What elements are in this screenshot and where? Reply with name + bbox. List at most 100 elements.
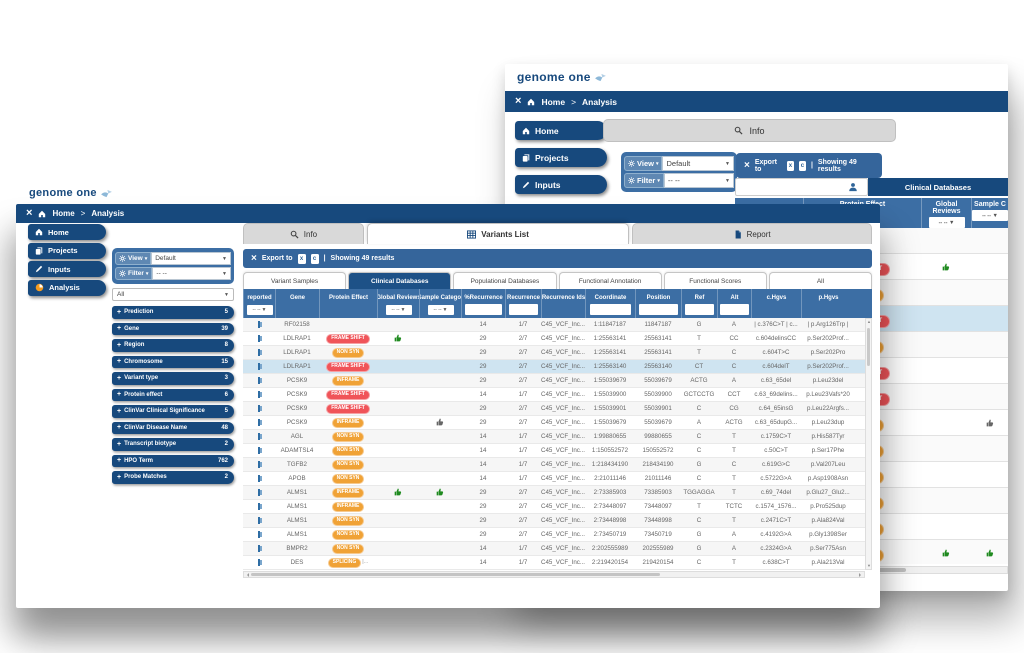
export-xls-icon[interactable]: x (786, 160, 794, 171)
table-row[interactable]: BMPR2 NON SYN 14 1/7 C45_VCF_Inc... 2:2025559… (243, 542, 865, 556)
reported-icon[interactable] (258, 419, 260, 426)
column-filter-input[interactable] (465, 304, 502, 315)
table-row[interactable]: TGFB2 NON SYN 14 1/7 C45_VCF_Inc... 1:2184341… (243, 458, 865, 472)
export-xls-icon[interactable]: x (297, 253, 306, 264)
view-dropdown[interactable]: Default ▼ (662, 156, 734, 171)
filter-accordion-item[interactable]: + Probe Matches 2 (112, 471, 234, 484)
sidebar-item-home[interactable]: Home (28, 224, 106, 240)
reported-icon[interactable] (258, 391, 260, 398)
scroll-left-icon[interactable] (245, 573, 249, 577)
reported-icon[interactable] (258, 349, 260, 356)
subtab-populational-databases[interactable]: Populational Databases (453, 272, 557, 289)
filter-accordion-item[interactable]: + Protein effect 6 (112, 388, 234, 401)
column-filter-input[interactable] (589, 304, 632, 315)
subtab-clinical-databases[interactable]: Clinical Databases (348, 272, 452, 289)
column-filter-input[interactable] (684, 304, 715, 315)
reported-icon[interactable] (258, 461, 260, 468)
home-icon[interactable] (38, 210, 46, 218)
sidebar-item-projects[interactable]: Projects (28, 242, 106, 259)
sidebar-item-home[interactable]: Home (515, 121, 607, 140)
table-row[interactable]: LDLRAP1 FRAME SHIFT 29 2/7 C45_VCF_Inc... 1:2… (243, 332, 865, 346)
tab-variants[interactable]: Variants List (366, 223, 630, 244)
close-icon[interactable]: × (515, 95, 522, 107)
scroll-down-icon[interactable]: ▼ (867, 563, 871, 568)
column-filter-dropdown[interactable]: -- -- ▼ (972, 210, 1008, 221)
table-row[interactable]: PCSK9 INFRAME 29 2/7 C45_VCF_Inc... 1:5503967… (243, 416, 865, 430)
table-row[interactable]: LDLRAP1 NON SYN 29 2/7 C45_VCF_Inc... 1:25563… (243, 346, 865, 360)
table-row[interactable]: ALMS1 NON SYN 29 2/7 C45_VCF_Inc... 2:7345071… (243, 528, 865, 542)
view-dropdown-label[interactable]: View ▾ (624, 156, 663, 171)
tab-info[interactable]: Info (603, 119, 896, 142)
view-dropdown[interactable]: Default ▼ (151, 252, 231, 265)
export-csv-icon[interactable]: c (798, 160, 806, 171)
view-dropdown-label[interactable]: View ▾ (115, 252, 152, 265)
vertical-scrollbar[interactable]: ▲ ▼ (865, 318, 872, 570)
home-icon[interactable] (527, 98, 535, 106)
table-row[interactable]: DES SPLICING |... 14 1/7 C45_VCF_Inc... 2:2194… (243, 556, 865, 570)
reported-icon[interactable] (258, 545, 260, 552)
close-icon[interactable]: × (744, 160, 750, 171)
table-row[interactable]: ALMS1 INFRAME 29 2/7 C45_VCF_Inc... 2:7344809… (243, 500, 865, 514)
table-row[interactable]: PCSK9 FRAME SHIFT 29 2/7 C45_VCF_Inc... 1:550… (243, 402, 865, 416)
tab-info[interactable]: Info (243, 223, 364, 244)
sidebar-item-analysis[interactable]: Analysis (28, 279, 106, 296)
reported-icon[interactable] (258, 321, 260, 328)
filter-accordion-item[interactable]: + Transcript biotype 2 (112, 438, 234, 451)
filter-accordion-item[interactable]: + Region 8 (112, 339, 234, 352)
tab-report[interactable]: Report (632, 223, 873, 244)
column-filter-dropdown[interactable]: -- -- ▼ (246, 304, 273, 315)
filter-dropdown[interactable]: -- -- ▼ (663, 173, 734, 188)
column-filter-input[interactable] (639, 304, 678, 315)
reported-icon[interactable] (258, 503, 260, 510)
subtab-all[interactable]: All (768, 272, 873, 289)
subtab-functional-annotation[interactable]: Functional Annotation (558, 272, 662, 289)
reported-icon[interactable] (258, 531, 260, 538)
column-filter-input[interactable] (508, 304, 539, 315)
reported-icon[interactable] (258, 489, 260, 496)
filter-accordion-item[interactable]: + Chromosome 15 (112, 355, 234, 368)
column-filter-dropdown[interactable]: -- -- ▼ (928, 217, 965, 228)
subtab-functional-scores[interactable]: Functional Scores (663, 272, 767, 289)
horizontal-scrollbar[interactable] (243, 571, 865, 578)
close-icon[interactable]: × (26, 207, 33, 219)
filter-accordion-item[interactable]: + Gene 39 (112, 322, 234, 335)
reported-icon[interactable] (258, 475, 260, 482)
column-filter-input[interactable] (720, 304, 749, 315)
reported-icon[interactable] (258, 377, 260, 384)
filter-accordion-item[interactable]: + Prediction 5 (112, 306, 234, 319)
reported-icon[interactable] (258, 363, 260, 370)
sidebar-item-inputs[interactable]: Inputs (28, 261, 106, 277)
reported-icon[interactable] (258, 433, 260, 440)
filter-dropdown-label[interactable]: Filter ▾ (624, 173, 664, 188)
table-row[interactable]: PCSK9 FRAME SHIFT 14 1/7 C45_VCF_Inc... 1:550… (243, 388, 865, 402)
filter-dropdown-label[interactable]: Filter ▾ (115, 267, 153, 280)
table-row[interactable]: LDLRAP1 FRAME SHIFT 29 2/7 C45_VCF_Inc... 1:2… (243, 360, 865, 374)
table-row[interactable]: ALMS1 NON SYN 29 2/7 C45_VCF_Inc... 2:7344899… (243, 514, 865, 528)
subtab-variant-samples[interactable]: Variant Samples (243, 272, 347, 289)
column-filter-dropdown[interactable]: -- -- ▼ (385, 304, 412, 315)
breadcrumb-home[interactable]: Home (52, 209, 75, 218)
filter-accordion-item[interactable]: + HPO Term 762 (112, 454, 234, 467)
scope-select[interactable]: All ▼ (112, 288, 234, 301)
scroll-right-icon[interactable] (859, 573, 863, 577)
export-csv-icon[interactable]: c (310, 253, 319, 264)
reported-icon[interactable] (258, 559, 260, 566)
sidebar-item-projects[interactable]: Projects (515, 148, 607, 167)
reported-icon[interactable] (258, 517, 260, 524)
reported-icon[interactable] (258, 335, 260, 342)
close-icon[interactable]: × (251, 253, 257, 264)
table-row[interactable]: PCSK9 INFRAME 29 2/7 C45_VCF_Inc... 1:5503967… (243, 374, 865, 388)
table-row[interactable]: AGL NON SYN 14 1/7 C45_VCF_Inc... 1:99880655 9… (243, 430, 865, 444)
column-filter-dropdown[interactable]: -- -- ▼ (427, 304, 454, 315)
filter-accordion-item[interactable]: + Variant type 3 (112, 372, 234, 385)
table-row[interactable]: ALMS1 INFRAME 29 2/7 C45_VCF_Inc... 2:7338590… (243, 486, 865, 500)
reported-icon[interactable] (258, 447, 260, 454)
table-row[interactable]: APOB NON SYN 14 1/7 C45_VCF_Inc... 2:21011146… (243, 472, 865, 486)
table-row[interactable]: ADAMTSL4 NON SYN 14 1/7 C45_VCF_Inc... 1:1505… (243, 444, 865, 458)
filter-accordion-item[interactable]: + ClinVar Disease Name 48 (112, 421, 234, 434)
filter-accordion-item[interactable]: + ClinVar Clinical Significance 5 (112, 405, 234, 418)
filter-dropdown[interactable]: -- -- ▼ (152, 267, 231, 280)
sidebar-item-inputs[interactable]: Inputs (515, 175, 607, 194)
breadcrumb-home[interactable]: Home (541, 96, 566, 107)
reported-icon[interactable] (258, 405, 260, 412)
